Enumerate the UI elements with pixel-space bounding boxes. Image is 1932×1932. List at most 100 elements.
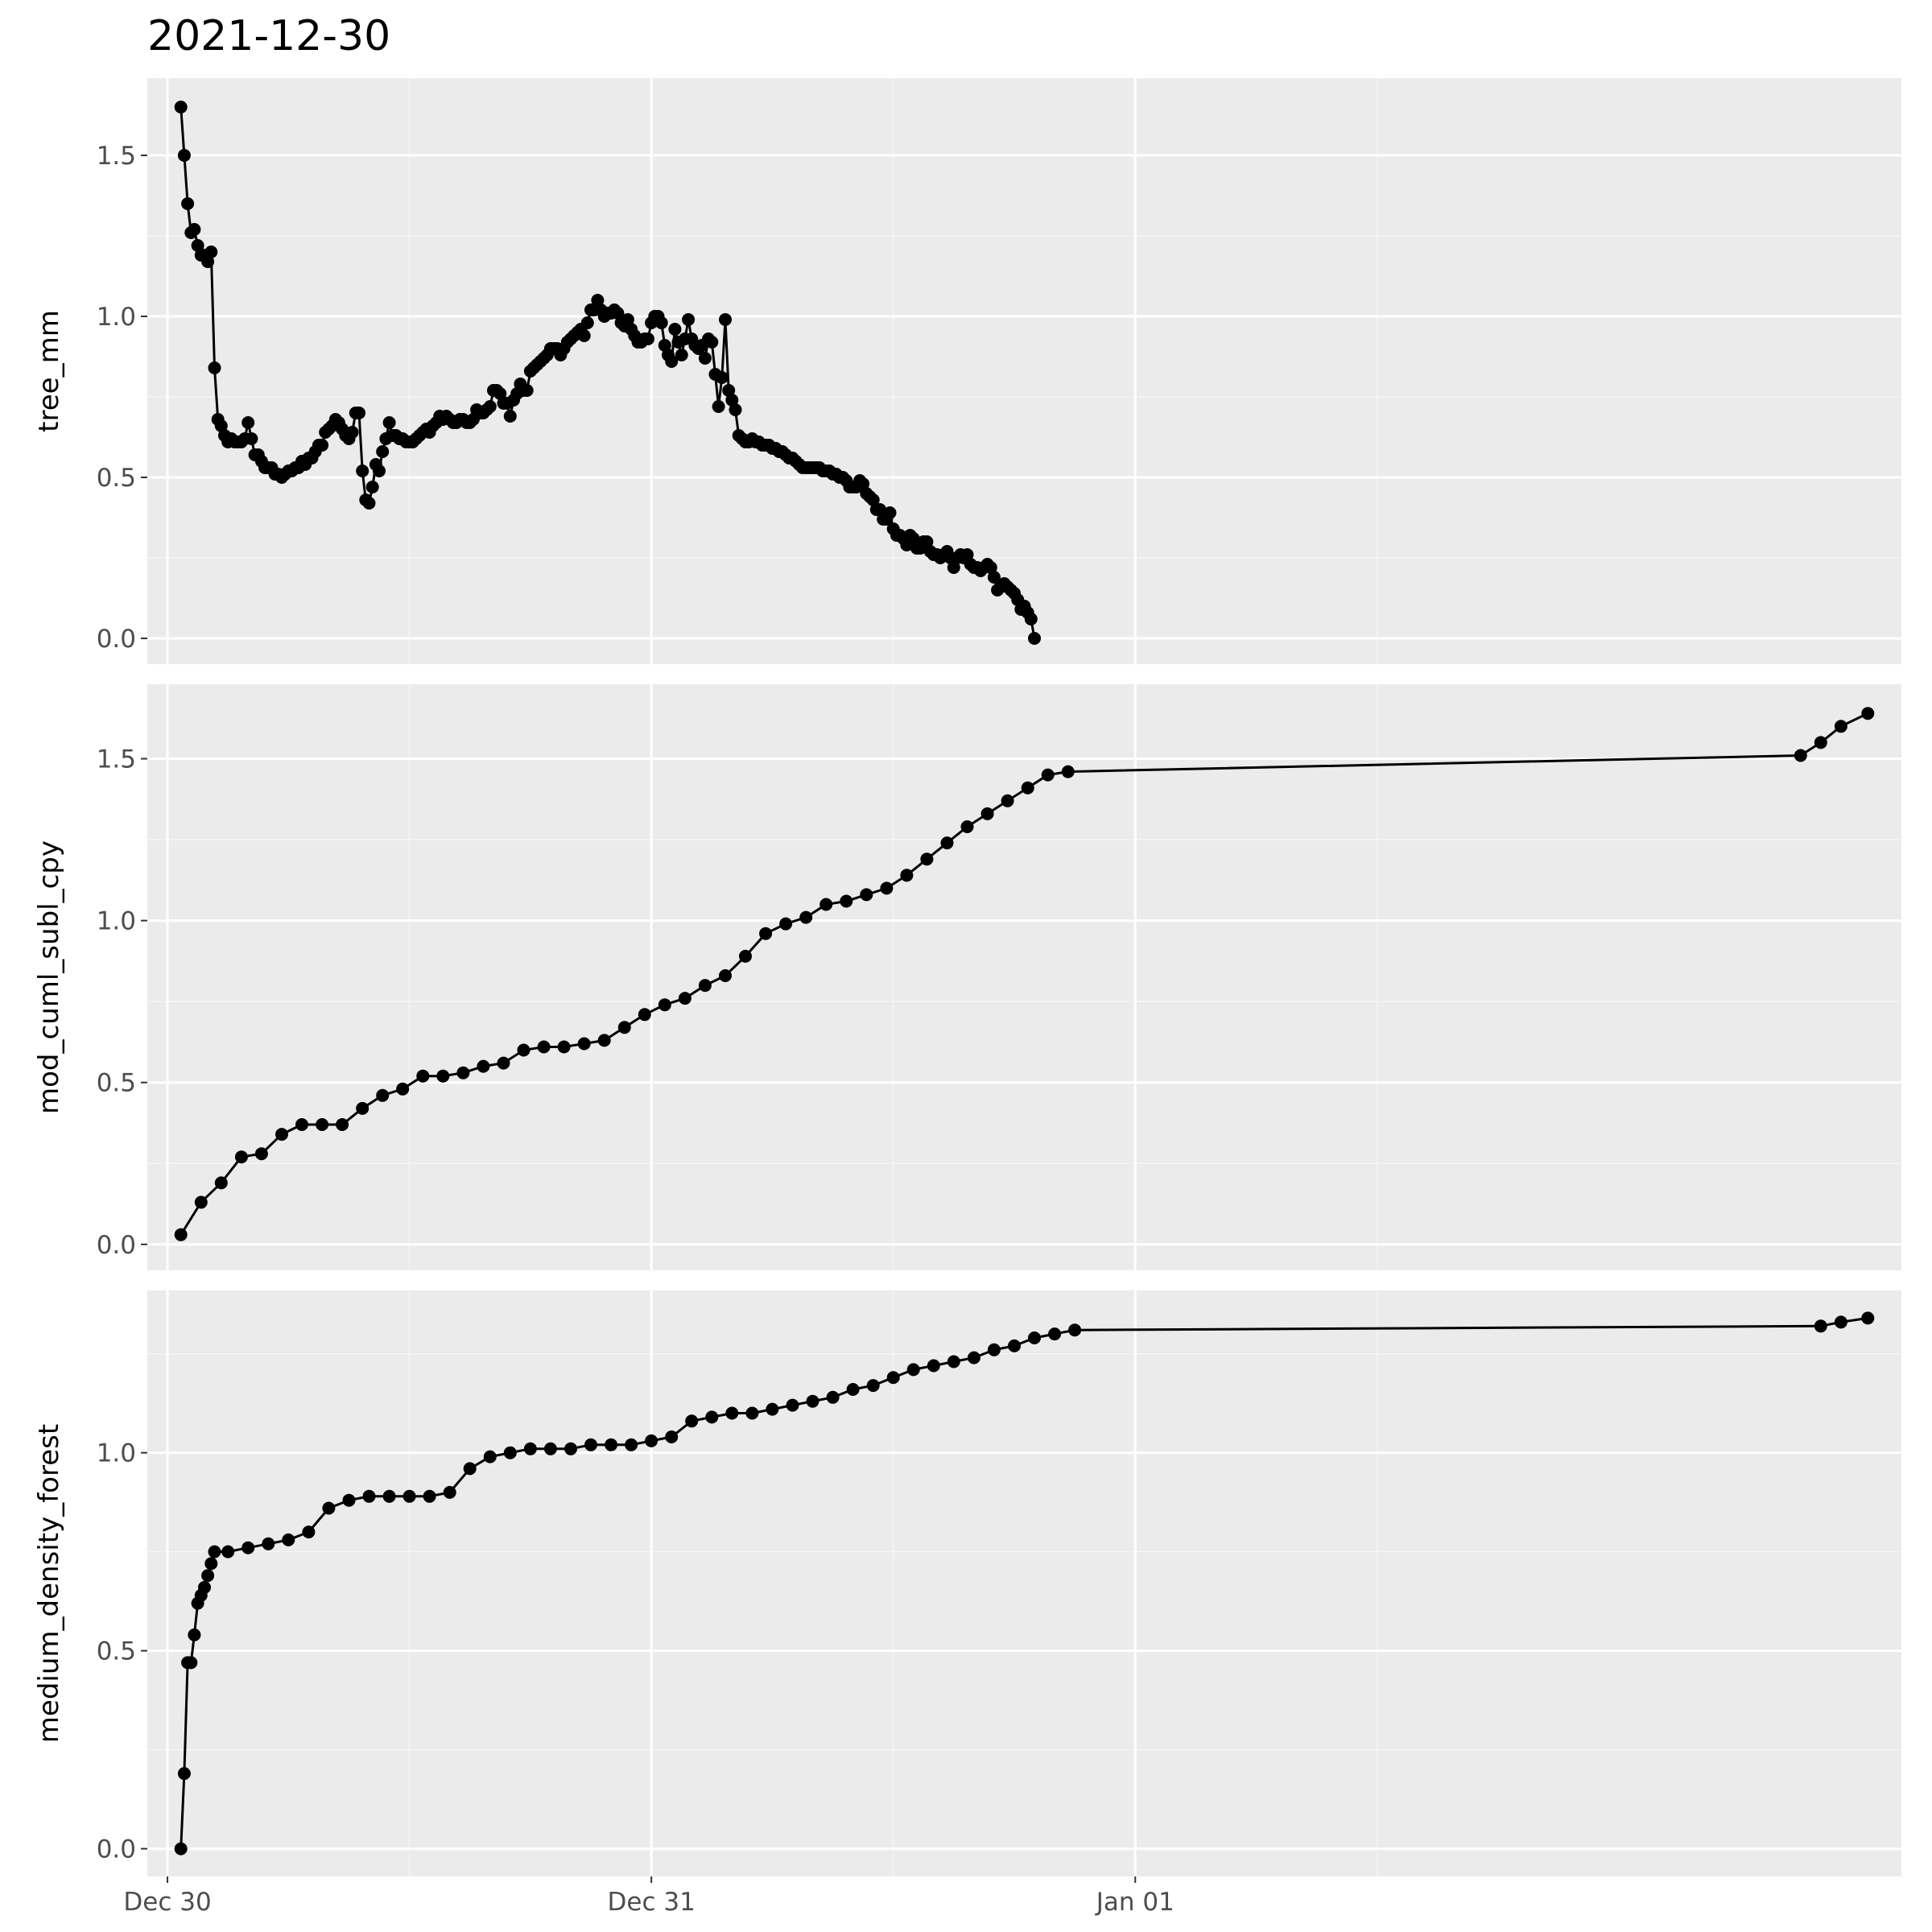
data-point xyxy=(1861,707,1875,720)
data-point xyxy=(295,1118,308,1131)
data-point xyxy=(591,294,605,307)
data-point xyxy=(382,416,396,429)
data-point xyxy=(242,1541,255,1554)
data-point xyxy=(214,419,228,432)
data-point xyxy=(840,894,853,908)
data-point xyxy=(984,561,997,574)
chart-title: 2021-12-30 xyxy=(147,12,390,60)
data-point xyxy=(799,910,813,924)
data-point xyxy=(423,1489,436,1503)
data-point xyxy=(722,384,736,397)
data-point xyxy=(638,1008,651,1022)
x-axis: Dec 30 Dec 31 Jan 01 xyxy=(123,1876,1174,1917)
data-point xyxy=(177,149,191,162)
y-tick-label: 1.5 xyxy=(97,142,136,171)
data-point xyxy=(221,1545,235,1558)
data-point xyxy=(373,464,386,477)
data-point xyxy=(883,506,897,519)
data-point xyxy=(204,1557,218,1571)
y-tick-label: 1.0 xyxy=(97,303,136,332)
data-point xyxy=(201,1569,215,1583)
data-point xyxy=(654,316,668,329)
data-point xyxy=(416,1069,430,1083)
data-point xyxy=(1021,781,1034,795)
data-point xyxy=(719,313,732,326)
data-point xyxy=(819,898,833,911)
data-point xyxy=(184,1656,198,1670)
data-point xyxy=(316,439,329,452)
data-point xyxy=(483,400,497,413)
y-tick-label: 0.5 xyxy=(97,1637,136,1666)
data-point xyxy=(980,807,994,820)
data-point xyxy=(503,410,517,423)
data-point xyxy=(402,1489,416,1503)
data-point xyxy=(463,1462,477,1476)
data-point xyxy=(201,255,215,268)
data-point xyxy=(396,1082,410,1096)
panel-background xyxy=(147,1290,1901,1876)
data-point xyxy=(1834,1315,1847,1329)
data-point xyxy=(254,1147,268,1161)
data-point xyxy=(759,927,773,940)
data-point xyxy=(262,1537,275,1550)
data-point xyxy=(857,477,870,490)
data-point xyxy=(376,1088,390,1102)
data-point xyxy=(621,313,634,326)
data-point xyxy=(860,888,873,902)
panel-2: 0.0 0.5 1.0 1.5 mod_cuml_subl_cpy xyxy=(33,684,1901,1270)
data-point xyxy=(719,969,732,982)
data-point xyxy=(1028,632,1041,645)
data-point xyxy=(766,1402,779,1416)
y-tick-label: 1.0 xyxy=(97,1439,136,1468)
data-point xyxy=(520,384,534,397)
data-point xyxy=(678,992,691,1005)
x-tick-label: Dec 30 xyxy=(123,1888,211,1917)
chart-panels: 0.0 0.5 1.0 1.5 tree_mm 0.0 0.5 1.0 1.5 mod_cuml_… xyxy=(33,78,1901,1876)
y-tick-label: 0.0 xyxy=(97,1231,136,1260)
data-point xyxy=(668,323,682,336)
data-point xyxy=(665,1430,679,1443)
data-point xyxy=(698,352,712,365)
data-point xyxy=(920,535,934,548)
data-point xyxy=(866,1379,880,1393)
panel-3: 0.0 0.5 1.0 medium_density_forest xyxy=(33,1290,1901,1876)
data-point xyxy=(927,1359,940,1373)
data-point xyxy=(342,1493,356,1507)
data-point xyxy=(1814,736,1827,749)
data-point xyxy=(675,349,688,361)
data-point xyxy=(557,1040,571,1054)
data-point xyxy=(483,1450,497,1463)
data-point xyxy=(353,407,365,419)
data-point xyxy=(564,1442,577,1455)
data-point xyxy=(356,1101,369,1115)
data-point xyxy=(987,571,1001,584)
data-point xyxy=(597,1034,611,1047)
data-point xyxy=(617,1021,631,1034)
data-point xyxy=(745,1406,759,1420)
data-point xyxy=(543,1442,557,1455)
data-point xyxy=(174,101,188,114)
data-point xyxy=(605,1438,618,1451)
data-point xyxy=(577,1037,591,1051)
data-point xyxy=(316,1118,329,1131)
data-point xyxy=(584,1438,597,1451)
data-point xyxy=(194,1195,208,1209)
data-point xyxy=(725,1406,739,1420)
data-point xyxy=(846,1383,860,1396)
data-point xyxy=(493,387,507,400)
data-point xyxy=(940,836,954,850)
data-point xyxy=(1794,749,1807,762)
data-point xyxy=(739,949,752,963)
data-point xyxy=(191,239,204,252)
data-point xyxy=(188,223,201,236)
data-point xyxy=(503,1446,517,1459)
data-point xyxy=(382,1489,396,1503)
y-axis-title: medium_density_forest xyxy=(33,1424,65,1743)
data-point xyxy=(188,1628,201,1641)
data-point xyxy=(214,1176,228,1190)
data-point xyxy=(456,1066,470,1080)
data-point xyxy=(477,1059,490,1073)
data-point xyxy=(658,998,671,1012)
